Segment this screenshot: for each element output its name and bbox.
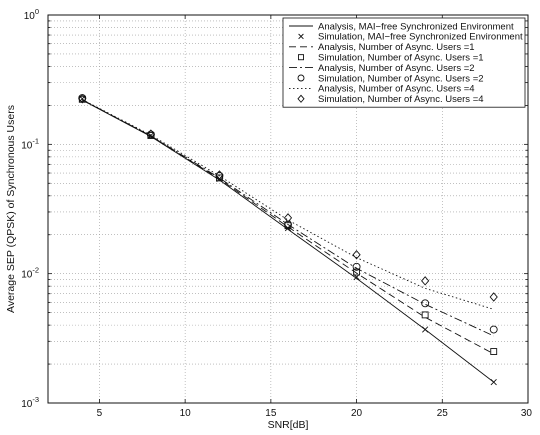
series-point-3 (490, 348, 498, 355)
y-tick-label-exponent: 0 (35, 7, 39, 16)
y-tick-label: 10-1 (21, 136, 39, 151)
marker-x-stroke (298, 33, 304, 40)
y-tick-label: 10-3 (21, 395, 39, 410)
x-tick-label: 10 (180, 408, 192, 419)
y-tick-label: 100 (24, 7, 39, 22)
legend-entry: Simulation, MAI−free Synchronized Enviro… (318, 32, 523, 43)
legend-entry: Analysis, MAI−free Synchronized Environm… (318, 21, 514, 32)
x-tick-label: 30 (521, 408, 533, 419)
x-tick-label: 5 (97, 408, 103, 419)
series-point-5 (352, 262, 361, 271)
series-point-1 (422, 326, 429, 333)
y-tick-label-exponent: -3 (32, 395, 39, 404)
y-tick-label-base: 10 (24, 11, 36, 22)
series-point-7 (78, 94, 87, 104)
legend-swatch (297, 94, 305, 103)
series-point-7 (146, 129, 155, 139)
series-point-5 (489, 325, 498, 334)
series-point-3 (353, 268, 360, 276)
x-tick-label: 20 (351, 408, 363, 419)
y-tick-label-base: 10 (21, 140, 33, 151)
series-point-7 (352, 250, 361, 260)
legend-entry: Simulation, Number of Async. Users =4 (318, 94, 484, 105)
x-tick-label: 25 (437, 408, 449, 419)
series-point-7 (215, 170, 224, 180)
series-point-5 (421, 299, 430, 308)
series-line-4 (82, 99, 494, 337)
series-point-7 (283, 213, 293, 223)
series-markers (78, 94, 498, 386)
legend-entry: Simulation, Number of Async. Users =1 (318, 53, 484, 64)
y-tick-label-base: 10 (21, 399, 33, 410)
legend-box (282, 17, 526, 108)
series-point-7 (489, 292, 498, 302)
legend-entry: Analysis, Number of Async. Users =4 (318, 84, 475, 95)
legend: Analysis, MAI−free Synchronized Environm… (282, 17, 526, 108)
legend-entry: Analysis, Number of Async. Users =1 (318, 42, 475, 53)
y-tick-label-exponent: -1 (32, 136, 39, 145)
y-tick-label-exponent: -2 (32, 266, 39, 275)
legend-entry: Simulation, Number of Async. Users =2 (318, 73, 484, 84)
x-tick-label: 15 (265, 408, 277, 419)
legend-entry: Analysis, Number of Async. Users =2 (318, 63, 475, 74)
y-tick-label: 10-2 (21, 266, 39, 281)
series-point-7 (421, 276, 430, 286)
series-point-3 (421, 311, 429, 319)
marker-x-stroke (490, 379, 497, 386)
legend-swatch (297, 74, 305, 82)
series-point-1 (490, 379, 497, 386)
y-tick-label-base: 10 (21, 270, 33, 281)
x-axis-label: SNR[dB] (268, 419, 309, 431)
legend-swatch (298, 54, 305, 61)
legend-swatch (298, 33, 304, 40)
y-axis-label: Average SEP (QPSK) of Synchronous Users (5, 105, 17, 313)
marker-x-stroke (422, 326, 429, 333)
plot-frame (47, 14, 529, 404)
series-point-5 (284, 220, 292, 229)
